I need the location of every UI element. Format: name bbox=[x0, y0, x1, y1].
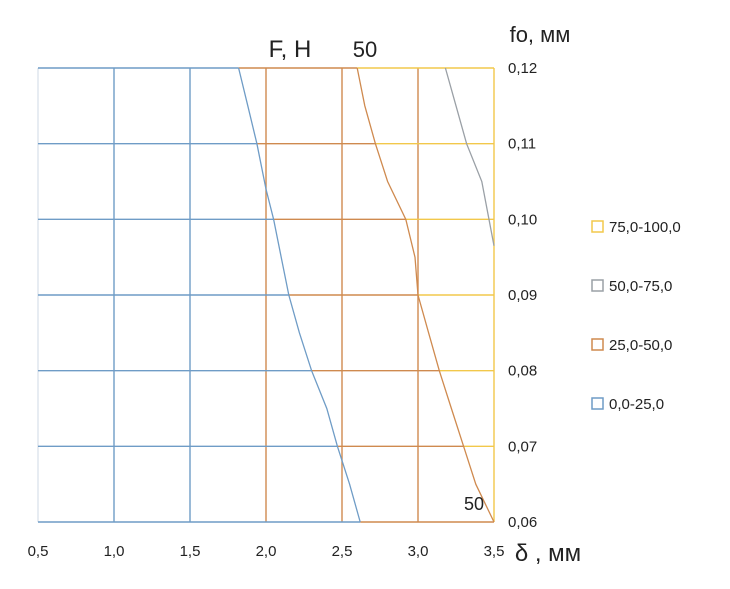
legend-swatch bbox=[591, 220, 604, 233]
grid-layer bbox=[37, 67, 495, 523]
y-tick-label: 0,07 bbox=[508, 438, 537, 455]
y-tick-label: 0,08 bbox=[508, 363, 537, 380]
y-tick-label: 0,11 bbox=[508, 136, 536, 153]
x-axis-title: δ , мм bbox=[515, 540, 581, 567]
y-tick-label: 0,12 bbox=[508, 60, 537, 77]
x-tick-label: 3,5 bbox=[484, 543, 505, 560]
x-tick-label: 2,5 bbox=[332, 543, 353, 560]
legend-swatch bbox=[591, 397, 604, 410]
title-left: F, Н bbox=[269, 36, 312, 63]
contour-line-75 bbox=[444, 67, 495, 246]
y-tick-label: 0,06 bbox=[508, 514, 537, 531]
y-axis-title: fo, мм bbox=[510, 22, 571, 47]
x-tick-label: 0,5 bbox=[28, 543, 49, 560]
x-tick-label: 1,0 bbox=[104, 543, 125, 560]
contour-line-50 bbox=[356, 67, 495, 523]
legend-swatch bbox=[591, 279, 604, 292]
y-tick-label: 0,09 bbox=[508, 287, 537, 304]
legend: 75,0-100,0 50,0-75,0 25,0-50,0 0,0-25,0 bbox=[591, 219, 681, 413]
x-tick-label: 3,0 bbox=[408, 543, 429, 560]
contour-line-25 bbox=[237, 67, 361, 523]
legend-label: 0,0-25,0 bbox=[609, 396, 664, 413]
contour-layer bbox=[237, 67, 495, 523]
x-tick-label: 1,5 bbox=[180, 543, 201, 560]
legend-label: 50,0-75,0 bbox=[609, 278, 672, 295]
legend-label: 75,0-100,0 bbox=[609, 219, 681, 236]
legend-swatch bbox=[591, 338, 604, 351]
title-center: 50 bbox=[353, 37, 377, 62]
contour-label: 50 bbox=[464, 494, 484, 514]
tick-layer: 0,5 1,0 1,5 2,0 2,5 3,0 3,50,06 0,07 0,08 0,09 0,1… bbox=[28, 60, 538, 560]
legend-label: 25,0-50,0 bbox=[609, 337, 672, 354]
y-tick-label: 0,10 bbox=[508, 211, 537, 228]
x-tick-label: 2,0 bbox=[256, 543, 277, 560]
